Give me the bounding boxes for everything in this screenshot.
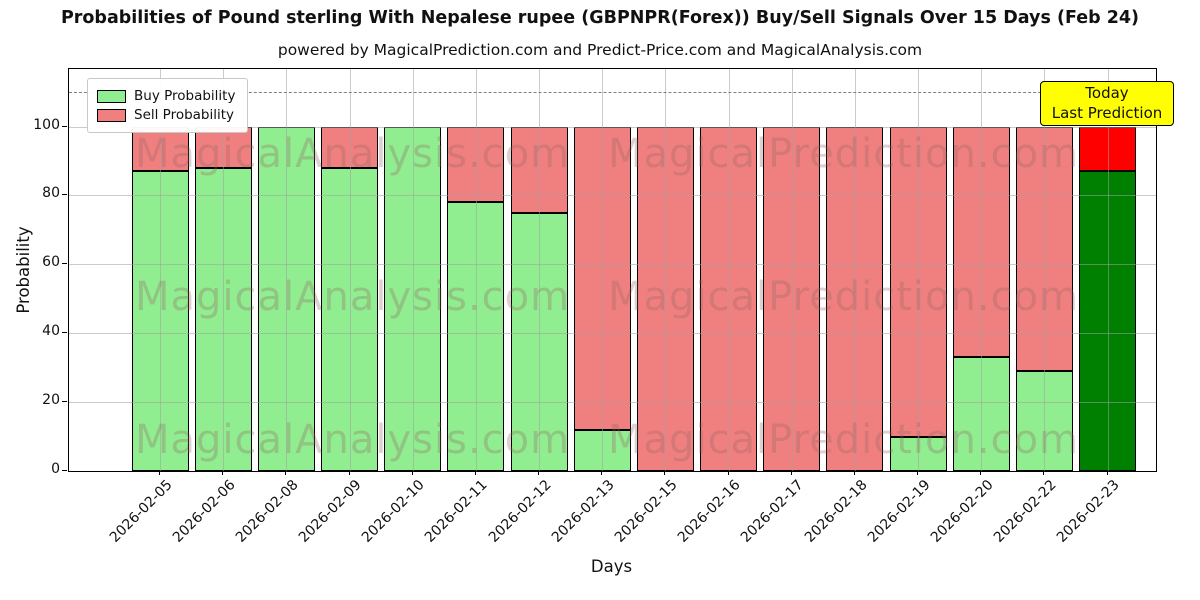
y-tick-label: 0: [51, 461, 60, 477]
chart-title: Probabilities of Pound sterling With Nep…: [60, 8, 1140, 28]
bar-segment-sell: [952, 126, 1010, 358]
x-tick-label: 2026-02-05: [106, 477, 176, 546]
bar-segment-buy: [384, 126, 442, 471]
x-tick-label: 2026-02-23: [1054, 477, 1123, 546]
legend: Buy Probability Sell Probability: [87, 78, 249, 133]
bar-segment-buy-today: [1079, 171, 1137, 471]
bar-segment-sell: [573, 126, 631, 430]
legend-swatch-sell-icon: [97, 108, 126, 122]
bar-segment-sell: [1015, 126, 1073, 372]
bar-segment-sell: [510, 126, 568, 213]
x-tick-label: 2026-02-19: [864, 477, 934, 546]
x-tick-label: 2026-02-11: [422, 477, 492, 546]
bar-segment-buy: [952, 357, 1010, 471]
x-tick-label: 2026-02-08: [232, 477, 302, 546]
x-tick-mark: [1043, 470, 1045, 475]
x-tick-mark: [538, 470, 540, 475]
x-axis-label: Days: [590, 557, 633, 576]
x-tick-mark: [474, 470, 476, 475]
x-tick-mark: [159, 470, 160, 475]
x-tick-label: 2026-02-06: [169, 477, 239, 546]
x-tick-label: 2026-02-15: [611, 477, 681, 546]
legend-label-sell: Sell Probability: [134, 107, 235, 123]
bar-segment-buy: [1015, 371, 1073, 471]
legend-swatch-buy-icon: [97, 89, 126, 103]
x-tick-label: 2026-02-12: [485, 477, 555, 546]
chart-subtitle: powered by MagicalPrediction.com and Pre…: [277, 41, 923, 59]
legend-label-buy: Buy Probability: [134, 88, 236, 104]
y-tick-label: 20: [42, 392, 60, 409]
bar-segment-buy: [573, 429, 631, 471]
y-tick-label: 80: [42, 185, 60, 202]
x-tick-mark: [664, 470, 666, 475]
y-tick-mark: [62, 194, 67, 196]
y-tick-label: 60: [42, 254, 60, 271]
bar-segment-buy: [889, 436, 947, 471]
y-tick-mark: [62, 125, 67, 127]
x-tick-mark: [790, 470, 792, 475]
y-tick-mark: [62, 263, 67, 265]
x-tick-label: 2026-02-17: [738, 477, 808, 546]
today-annotation: Today Last Prediction: [1040, 81, 1174, 126]
today-annotation-line2: Last Prediction: [1051, 103, 1163, 122]
y-tick-label: 40: [42, 323, 60, 340]
y-tick-label: 100: [33, 116, 60, 133]
x-tick-label: 2026-02-22: [990, 477, 1060, 546]
y-tick-mark: [62, 470, 67, 471]
x-tick-mark: [917, 470, 919, 475]
legend-item-sell: Sell Probability: [97, 107, 235, 123]
bar-segment-sell: [763, 126, 821, 471]
bar-segment-sell-today: [1079, 126, 1137, 172]
bar-segment-sell: [636, 126, 694, 471]
y-tick-mark: [62, 332, 67, 334]
today-annotation-line1: Today: [1085, 84, 1129, 102]
bar-segment-buy: [447, 202, 505, 471]
x-tick-mark: [853, 470, 855, 475]
x-tick-label: 2026-02-13: [548, 477, 618, 546]
x-tick-label: 2026-02-16: [674, 477, 744, 546]
x-tick-mark: [411, 470, 413, 475]
bar-segment-buy: [194, 167, 252, 471]
x-tick-label: 2026-02-09: [295, 477, 365, 546]
bar-segment-buy: [131, 171, 189, 471]
bar-segment-sell: [700, 126, 758, 471]
x-tick-label: 2026-02-20: [927, 477, 997, 546]
bar-segment-sell: [889, 126, 947, 437]
x-tick-label: 2026-02-18: [801, 477, 871, 546]
x-tick-label: 2026-02-10: [359, 477, 429, 546]
x-tick-mark: [727, 470, 729, 475]
x-tick-mark: [1106, 470, 1108, 475]
bar-segment-sell: [826, 126, 884, 471]
x-tick-mark: [348, 470, 350, 475]
bar-segment-sell: [321, 126, 378, 168]
legend-item-buy: Buy Probability: [97, 88, 235, 104]
x-tick-mark: [980, 470, 982, 475]
bar-segment-sell: [131, 126, 189, 172]
x-tick-mark: [222, 470, 224, 475]
plot-area: Buy Probability Sell Probability Today L…: [68, 68, 1174, 472]
bar-segment-sell: [447, 126, 505, 203]
bar-segment-buy: [257, 126, 315, 471]
bar-segment-buy: [510, 212, 568, 471]
y-tick-mark: [62, 401, 67, 403]
x-tick-mark: [285, 470, 287, 475]
bar-segment-buy: [321, 167, 378, 471]
x-tick-mark: [601, 470, 603, 475]
